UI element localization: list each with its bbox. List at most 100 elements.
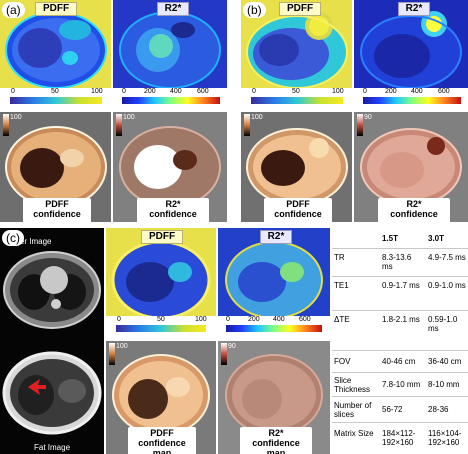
panel-b-pdff-tick-0: 0 xyxy=(252,88,256,95)
table-row: TE1 0.9-1.7 ms 0.9-1.0 ms xyxy=(332,276,468,311)
panel-b: PDFF 0 50 100 R2* 0 200 400 600 100 PDFF xyxy=(241,0,468,222)
panel-a-pdff-title: PDFF xyxy=(35,2,77,16)
panel-c-r2-conf-label-line1: R2* xyxy=(268,428,284,438)
panel-a-label: (a) xyxy=(2,2,25,18)
panel-a-pdff-tick-0: 0 xyxy=(11,88,15,95)
panel-a-pdff-conf-scale xyxy=(3,114,9,136)
panel-b-r2-conf-label-line2: confidence map xyxy=(390,209,438,222)
panel-a-pdff-conf-scale-top: 100 xyxy=(10,114,22,121)
table-cell-param: TR xyxy=(334,253,345,262)
table-cell-param: FOV xyxy=(334,357,351,366)
panel-b-r2-colorbar xyxy=(363,97,461,104)
panel-a-pdff-colorbar xyxy=(10,97,102,104)
panel-b-pdff-conf-scale-top: 100 xyxy=(251,114,263,121)
panel-b-pdff-conf-scale xyxy=(244,114,250,136)
table-header-1-5t: 1.5T xyxy=(382,234,399,243)
table-cell-3-0t: 28-36 xyxy=(428,405,449,414)
panel-c-r2-colorbar xyxy=(226,325,322,332)
table-cell-3-0t: 0.59-1.0 ms xyxy=(428,315,458,333)
table-row: TR 8.3-13.6 ms 4.9-7.5 ms xyxy=(332,248,468,277)
table-cell-1-5t: 40-46 cm xyxy=(382,357,416,366)
panel-a-r2-tick-0: 0 xyxy=(122,88,126,95)
panel-b-pdff-colorbar xyxy=(251,97,343,104)
panel-c: Water Image Fat Image PDFF 0 50 100 xyxy=(0,228,330,454)
panel-a: PDFF 0 50 100 R2* 0 200 400 600 100 xyxy=(0,0,227,222)
panel-c-pdff-conf-scale-top: 100 xyxy=(116,343,128,350)
panel-a-r2-title: R2* xyxy=(157,2,189,16)
panel-c-r2-conf-scale xyxy=(221,343,227,365)
panel-a-r2-conf-scale xyxy=(116,114,122,136)
panel-b-r2-tick-400: 400 xyxy=(411,88,423,95)
table-cell-3-0t: 8-10 mm xyxy=(428,380,460,389)
panel-a-pdff-tick-50: 50 xyxy=(51,88,59,95)
panel-c-pdff-tick-50: 50 xyxy=(157,316,165,323)
panel-c-r2-title: R2* xyxy=(260,230,292,244)
panel-a-r2-confidence-map xyxy=(113,112,227,222)
panel-b-pdff-tick-50: 50 xyxy=(292,88,300,95)
panel-c-r2-tick-400: 400 xyxy=(273,316,285,323)
panel-b-r2-conf-label: R2* confidence map xyxy=(378,198,450,222)
panel-b-r2-tick-200: 200 xyxy=(385,88,397,95)
fat-image xyxy=(0,341,104,454)
panel-a-pdff-conf-label-line1: PDFF xyxy=(45,199,69,209)
table-cell-1-5t: 1.8-2.1 ms xyxy=(382,315,420,324)
panel-b-r2-tick-600: 600 xyxy=(438,88,450,95)
table-row: Number of slices 56-72 28-36 xyxy=(332,396,468,423)
panel-c-pdff-conf-label-line1: PDFF xyxy=(150,428,174,438)
panel-a-pdff-tick-100: 100 xyxy=(91,88,103,95)
panel-a-r2-colorbar xyxy=(122,97,220,104)
panel-c-r2-conf-scale-top: 90 xyxy=(228,343,236,350)
panel-c-pdff-colorbar xyxy=(116,325,206,332)
panel-c-r2-tick-200: 200 xyxy=(248,316,260,323)
panel-c-label: (c) xyxy=(2,230,24,246)
panel-a-pdff-conf-label-line2: confidence map xyxy=(33,209,81,222)
panel-c-pdff-tick-100: 100 xyxy=(195,316,207,323)
panel-b-r2-conf-label-line1: R2* xyxy=(406,199,422,209)
panel-c-pdff-confidence-map xyxy=(106,341,216,454)
acquisition-parameters-table: 1.5T 3.0T TR 8.3-13.6 ms 4.9-7.5 ms TE1 … xyxy=(332,228,468,454)
table-header-row: 1.5T 3.0T xyxy=(332,228,468,248)
panel-a-r2-map xyxy=(113,0,227,110)
table-cell-3-0t: 0.9-1.0 ms xyxy=(428,281,466,290)
table-cell-1-5t: 184×112-192×160 xyxy=(382,429,416,447)
panel-c-pdff-conf-label-line2: confidence map xyxy=(138,438,186,454)
panel-a-pdff-map xyxy=(0,0,111,110)
table-cell-1-5t: 8.3-13.6 ms xyxy=(382,253,412,271)
panel-b-pdff-conf-label-line1: PDFF xyxy=(286,199,310,209)
panel-c-r2-conf-label-line2: confidence map xyxy=(252,438,300,454)
table-row: Slice Thickness 7.8-10 mm 8-10 mm xyxy=(332,372,468,397)
table-cell-3-0t: 36-40 cm xyxy=(428,357,462,366)
panel-b-r2-title: R2* xyxy=(398,2,430,16)
panel-b-pdff-title: PDFF xyxy=(279,2,321,16)
panel-c-pdff-conf-scale xyxy=(109,343,115,365)
panel-c-pdff-tick-0: 0 xyxy=(117,316,121,323)
panel-a-r2-conf-scale-top: 100 xyxy=(123,114,135,121)
panel-a-pdff-conf-label: PDFF confidence map xyxy=(23,198,91,222)
panel-c-r2-tick-600: 600 xyxy=(299,316,311,323)
table-cell-param: Slice Thickness xyxy=(334,376,371,394)
table-cell-3-0t: 4.9-7.5 ms xyxy=(428,253,466,262)
table-cell-param: Number of slices xyxy=(334,401,372,419)
table-cell-1-5t: 7.8-10 mm xyxy=(382,380,421,389)
table-cell-1-5t: 56-72 xyxy=(382,405,403,414)
panel-a-r2-conf-label: R2* confidence map xyxy=(137,198,209,222)
panel-c-pdff-title: PDFF xyxy=(141,230,183,244)
table-row: ΔTE 1.8-2.1 ms 0.59-1.0 ms xyxy=(332,310,468,351)
panel-b-pdff-conf-label-line2: confidence map xyxy=(274,209,322,222)
water-image xyxy=(0,228,104,341)
table-cell-1-5t: 0.9-1.7 ms xyxy=(382,281,420,290)
table-header-3-0t: 3.0T xyxy=(428,234,445,243)
table-cell-param: ΔTE xyxy=(334,315,350,324)
panel-c-pdff-conf-label: PDFF confidence map xyxy=(128,427,196,454)
table-row: FOV 40-46 cm 36-40 cm xyxy=(332,350,468,373)
panel-b-r2-conf-scale-top: 90 xyxy=(364,114,372,121)
table-cell-3-0t: 116×104-192×160 xyxy=(428,429,462,447)
table-cell-param: Matrix Size xyxy=(334,429,374,438)
panel-a-r2-conf-label-line1: R2* xyxy=(165,199,181,209)
fat-image-label: Fat Image xyxy=(34,443,71,452)
table-cell-param: TE1 xyxy=(334,281,349,290)
panel-a-r2-conf-label-line2: confidence map xyxy=(149,209,197,222)
panel-b-pdff-tick-100: 100 xyxy=(332,88,344,95)
panel-a-r2-tick-200: 200 xyxy=(144,88,156,95)
panel-a-r2-tick-600: 600 xyxy=(197,88,209,95)
